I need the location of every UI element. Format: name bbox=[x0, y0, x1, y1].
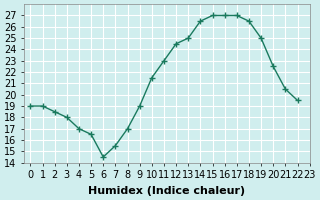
X-axis label: Humidex (Indice chaleur): Humidex (Indice chaleur) bbox=[88, 186, 245, 196]
